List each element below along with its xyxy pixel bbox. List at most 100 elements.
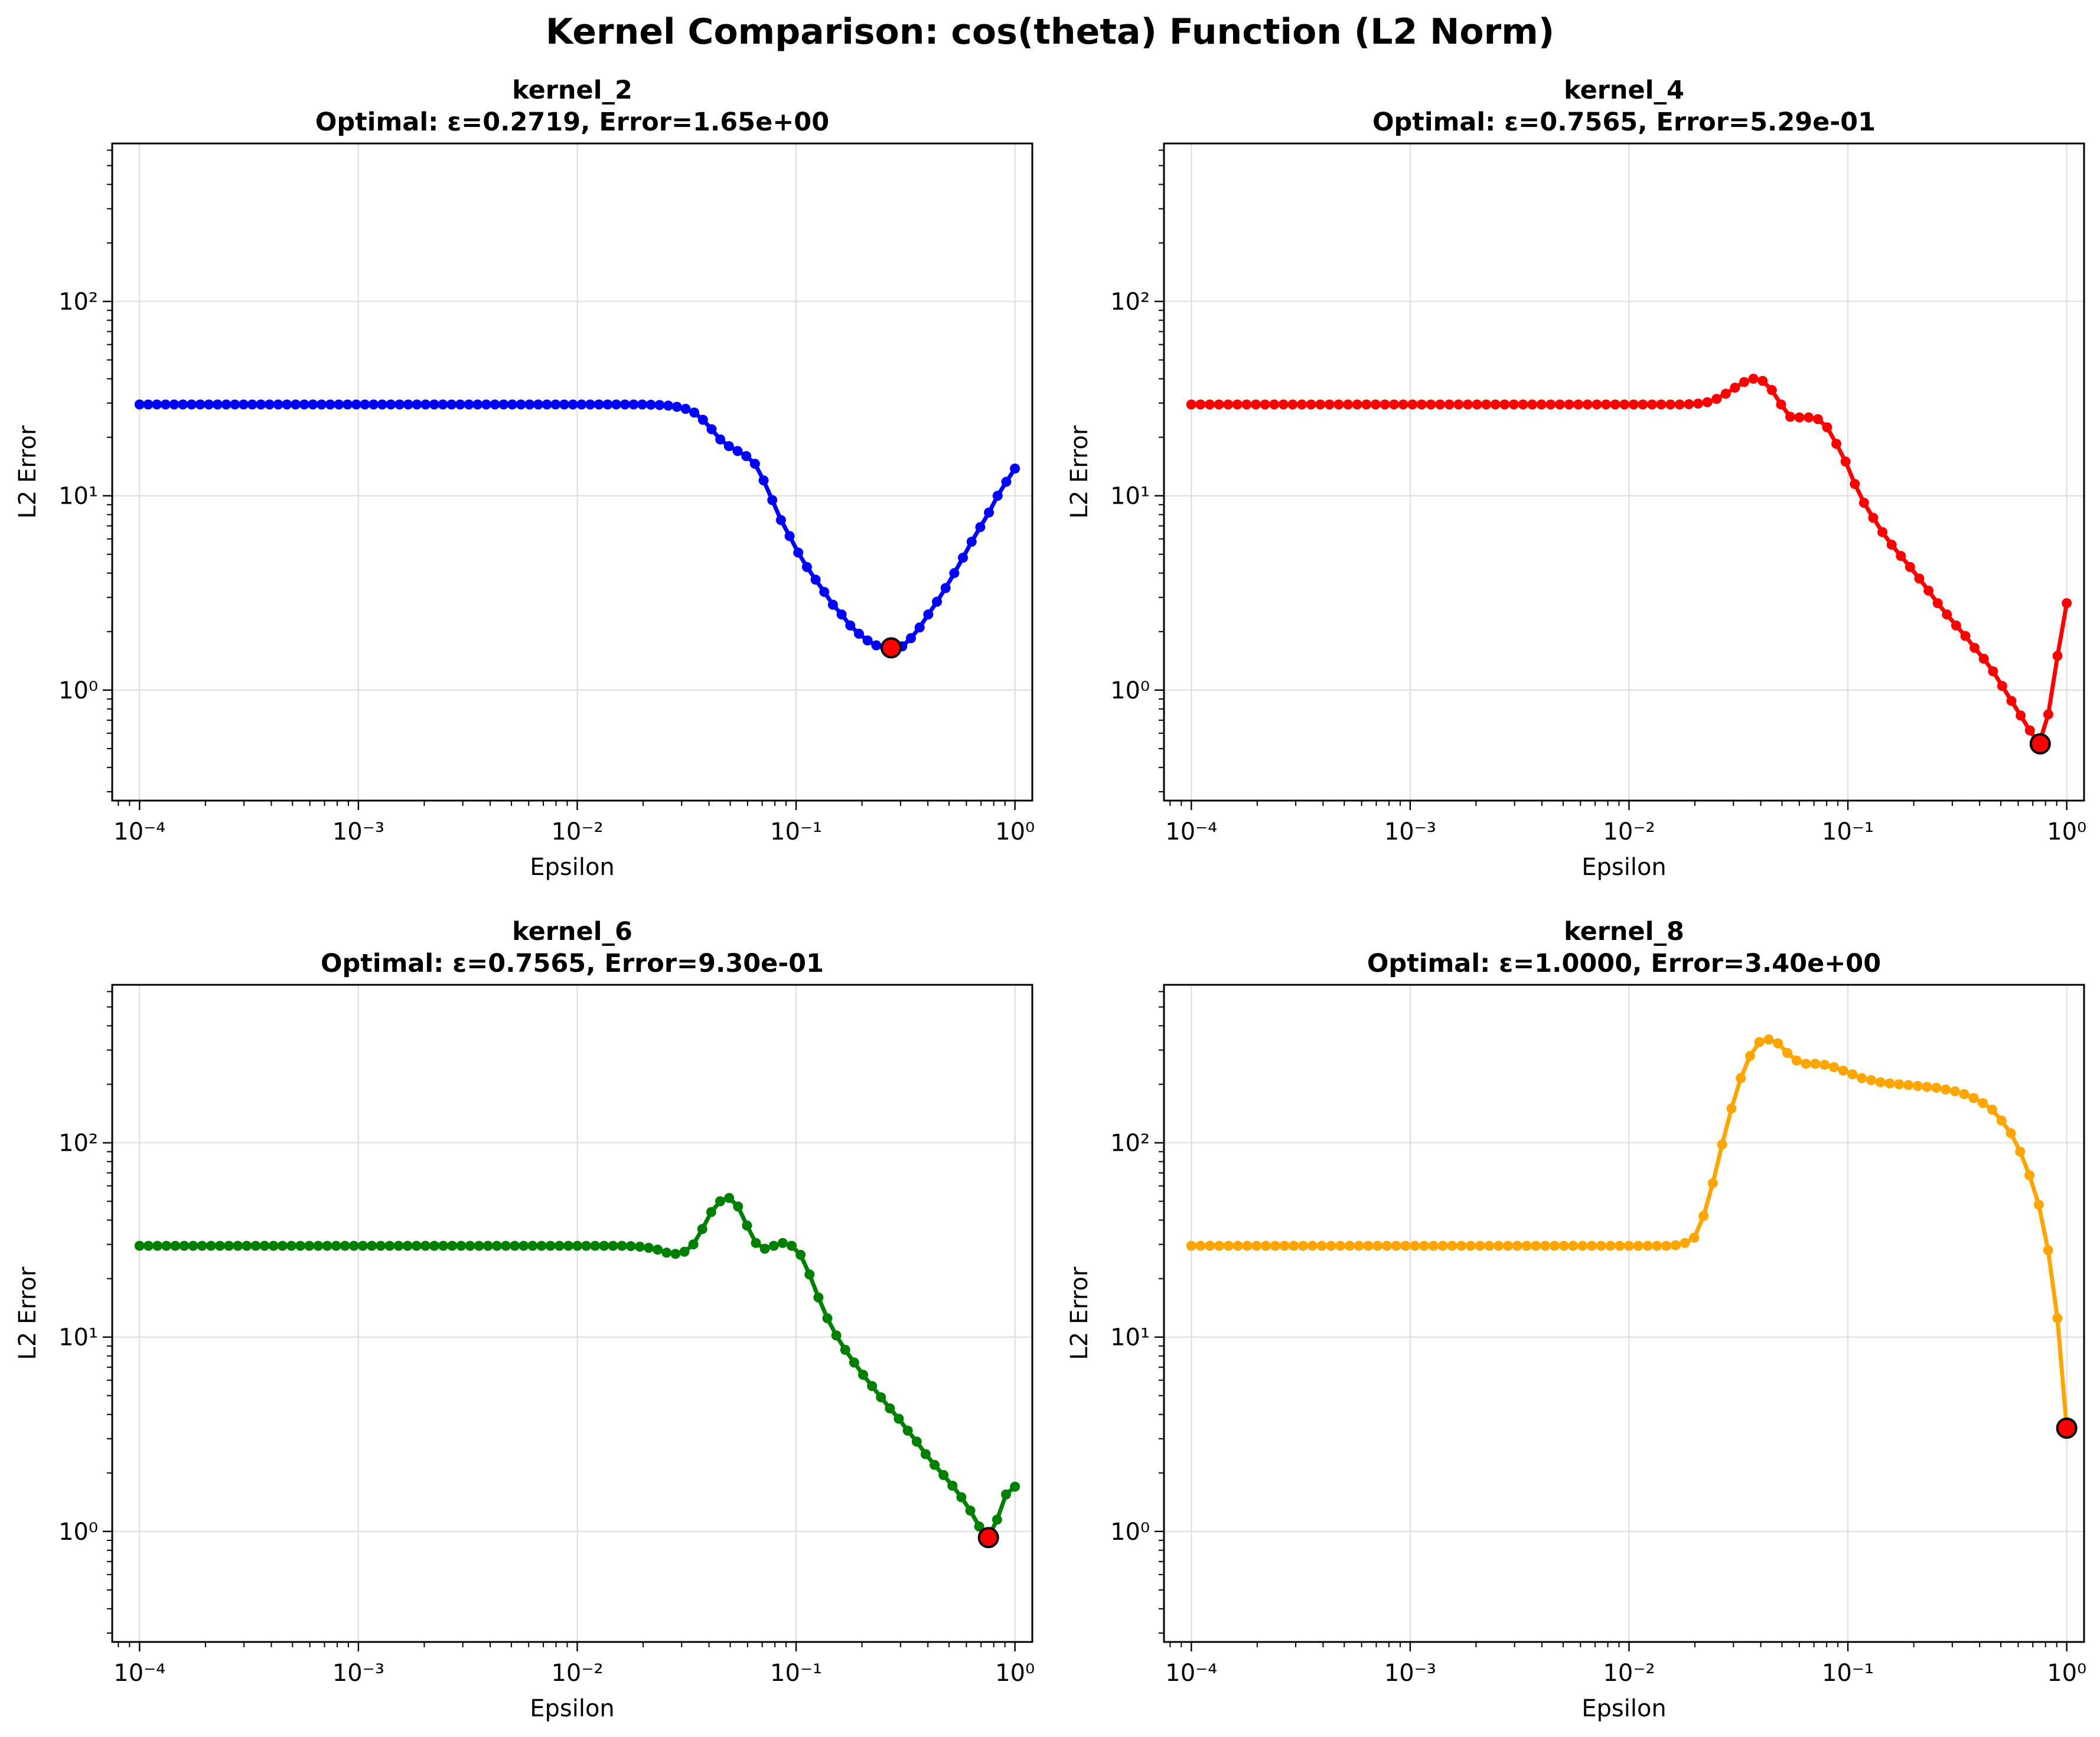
data-point <box>617 1240 627 1251</box>
data-point <box>1896 551 1906 561</box>
data-point <box>1684 399 1694 410</box>
data-point <box>1540 1240 1551 1251</box>
data-point <box>256 399 266 410</box>
data-point <box>992 1514 1002 1525</box>
data-point <box>490 399 500 410</box>
data-point <box>1988 666 1998 677</box>
data-point <box>277 1240 288 1251</box>
data-point <box>1462 399 1473 410</box>
data-point <box>1499 399 1510 410</box>
data-point <box>369 399 379 410</box>
data-point <box>1195 1240 1206 1251</box>
data-point <box>1307 1240 1318 1251</box>
data-point <box>732 446 743 456</box>
data-point <box>1521 1240 1532 1251</box>
data-point <box>242 1240 252 1251</box>
data-point <box>221 399 231 410</box>
data-point <box>510 1240 520 1251</box>
data-point <box>160 399 171 410</box>
data-point <box>143 1240 154 1251</box>
data-point <box>2015 1147 2026 1157</box>
data-point <box>1838 1065 1848 1076</box>
data-point <box>862 635 873 646</box>
data-point <box>585 399 595 410</box>
data-point <box>619 399 630 410</box>
data-point <box>325 399 335 410</box>
data-point <box>840 1344 850 1355</box>
data-point <box>1875 1077 1886 1088</box>
data-point <box>1545 399 1556 410</box>
y-tick-label: 10⁰ <box>1110 677 1150 704</box>
data-point <box>420 1240 431 1251</box>
y-axis-label: L2 Error <box>1066 1266 1093 1360</box>
data-point <box>334 399 344 410</box>
data-point <box>1472 399 1482 410</box>
data-point <box>688 1239 699 1250</box>
data-point <box>965 1506 976 1516</box>
x-tick-label: 10⁻¹ <box>1822 1660 1874 1687</box>
data-point <box>178 399 188 410</box>
data-point <box>1592 399 1602 410</box>
data-point <box>1968 1093 1979 1103</box>
data-point <box>134 399 145 410</box>
data-point <box>1766 385 1777 396</box>
data-point <box>1757 376 1768 386</box>
data-point <box>767 495 778 505</box>
y-tick-label: 10¹ <box>1110 1324 1150 1351</box>
data-point <box>751 1238 761 1248</box>
data-point <box>195 399 206 410</box>
data-point <box>1804 412 1814 423</box>
data-point <box>608 1240 618 1251</box>
data-point <box>250 1240 261 1251</box>
data-point <box>1456 1240 1467 1251</box>
data-point <box>902 1425 913 1436</box>
data-point <box>1494 1240 1504 1251</box>
data-point <box>1726 1103 1737 1114</box>
x-tick-label: 10⁻⁴ <box>1165 1660 1217 1687</box>
data-point <box>1444 399 1455 410</box>
data-point <box>1324 399 1335 410</box>
data-point <box>1931 1082 1942 1093</box>
data-point <box>831 1330 842 1341</box>
data-point <box>1711 394 1722 404</box>
data-point <box>1886 540 1897 550</box>
data-point <box>958 553 969 563</box>
data-point <box>542 399 552 410</box>
data-point <box>611 399 622 410</box>
data-point <box>1858 498 1869 508</box>
data-point <box>1942 609 1952 620</box>
data-point <box>1298 1240 1309 1251</box>
data-point <box>775 515 786 525</box>
data-point <box>787 1240 797 1251</box>
data-point <box>1512 1240 1522 1251</box>
data-point <box>1754 1037 1765 1047</box>
data-point <box>206 1240 216 1251</box>
data-point <box>671 401 682 412</box>
data-point <box>1720 388 1731 399</box>
x-tick-label: 10⁻⁴ <box>113 1660 165 1687</box>
optimal-marker <box>2029 733 2051 755</box>
data-point <box>1605 1240 1616 1251</box>
data-point <box>247 399 257 410</box>
chart-subtitle: Optimal: ε=0.7565, Error=5.29e-01 <box>1372 107 1876 137</box>
data-point <box>464 399 474 410</box>
data-point <box>1951 620 1961 631</box>
data-point <box>481 399 491 410</box>
data-point <box>654 400 665 410</box>
data-point <box>429 399 439 410</box>
x-tick-label: 10⁻² <box>1603 818 1655 845</box>
data-point <box>801 561 812 572</box>
data-point <box>661 1248 672 1258</box>
data-point <box>472 399 483 410</box>
data-point <box>170 1240 181 1251</box>
data-point <box>706 1207 716 1217</box>
data-point <box>653 1245 663 1255</box>
data-point <box>871 640 882 651</box>
data-point <box>420 399 431 410</box>
data-point <box>836 609 847 620</box>
data-point <box>559 399 569 410</box>
data-point <box>1763 1034 1774 1045</box>
data-point <box>938 1470 949 1480</box>
x-tick-label: 10⁰ <box>995 1660 1035 1687</box>
data-point <box>819 587 830 597</box>
